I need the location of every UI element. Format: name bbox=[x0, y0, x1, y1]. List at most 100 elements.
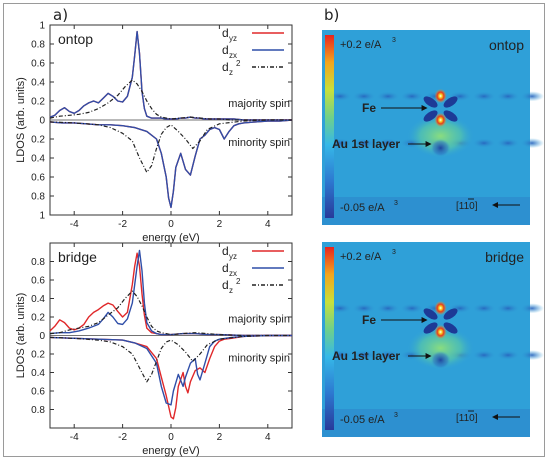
fe-label: Fe bbox=[362, 313, 376, 327]
x-axis-label: energy (eV) bbox=[142, 232, 199, 244]
atom-density-spot bbox=[472, 303, 496, 314]
annotation-minority-spin: minority spin bbox=[228, 353, 290, 365]
colorbar-min-label: -0.05 e/A bbox=[340, 414, 385, 426]
legend-subscript: z bbox=[229, 286, 233, 295]
y-tick-label: 0 bbox=[39, 116, 45, 127]
colorbar-max-exponent: 3 bbox=[392, 37, 396, 44]
legend-label: d bbox=[222, 244, 229, 258]
atom-density-spot bbox=[352, 303, 376, 314]
atom-density-spot bbox=[400, 303, 424, 314]
legend-subscript: z bbox=[229, 68, 233, 77]
colorbar-min-exponent: 3 bbox=[394, 200, 398, 207]
panel-b-label: b) bbox=[324, 6, 340, 24]
au-depletion-spot bbox=[430, 351, 451, 369]
au-density-glow bbox=[406, 326, 475, 370]
legend-subscript: zx bbox=[229, 51, 237, 60]
y-tick-label: 1 bbox=[39, 21, 45, 32]
colorbar bbox=[325, 35, 334, 218]
x-tick-label: 4 bbox=[265, 219, 271, 230]
legend-label: d bbox=[222, 278, 229, 292]
series-dzx bbox=[49, 119, 293, 209]
x-tick-label: 2 bbox=[217, 432, 223, 443]
au-depletion-spot bbox=[430, 139, 451, 157]
ldos-chart-bridge: -4 -2 0 2 4 0.2 0.4 0.6 0.8 0.2 0.4 0.6 0.8 0 energy (… bbox=[15, 242, 293, 457]
series-dzx bbox=[49, 30, 292, 121]
fe-lobe bbox=[443, 322, 458, 334]
direction-label: [110] bbox=[456, 413, 478, 424]
map-title: ontop bbox=[489, 37, 524, 53]
legend-subscript: zx bbox=[229, 269, 237, 278]
y-tick-label: 0.6 bbox=[31, 276, 45, 287]
atom-density-spot bbox=[520, 303, 544, 314]
y-tick-label: 0 bbox=[39, 331, 45, 342]
fe-lobe bbox=[423, 322, 438, 334]
atom-density-spot bbox=[352, 138, 376, 149]
series-dzx bbox=[49, 249, 292, 337]
lower-region-shade bbox=[322, 409, 530, 437]
atom-density-spot bbox=[376, 350, 400, 361]
y-tick-label: 0.4 bbox=[31, 294, 45, 305]
y-tick-label: 0.8 bbox=[31, 192, 45, 203]
fe-hotspot-upper bbox=[434, 301, 447, 315]
series-dz2 bbox=[49, 334, 292, 383]
fe-lobe bbox=[443, 308, 458, 320]
y-tick-label: 0.2 bbox=[31, 313, 45, 324]
y-tick-label: 0.6 bbox=[31, 173, 45, 184]
x-tick-label: -2 bbox=[118, 219, 127, 230]
atom-density-spot bbox=[520, 91, 544, 102]
y-tick-label: 0.6 bbox=[31, 387, 45, 398]
fe-lobe bbox=[423, 110, 438, 122]
x-tick-label: 0 bbox=[168, 432, 174, 443]
fe-lobe bbox=[423, 308, 438, 320]
atom-density-spot bbox=[496, 91, 520, 102]
colorbar-min-exponent: 3 bbox=[394, 412, 398, 419]
x-tick-label: 0 bbox=[168, 219, 174, 230]
y-tick-label: 0.8 bbox=[31, 257, 45, 268]
fe-arrowhead bbox=[421, 105, 428, 111]
y-axis-label: LDOS (arb. units) bbox=[15, 77, 27, 163]
colorbar bbox=[325, 247, 334, 430]
direction-label: [110] bbox=[456, 201, 478, 212]
colorbar-max-exponent: 3 bbox=[392, 249, 396, 256]
annotation-minority-spin: minority spin bbox=[228, 137, 290, 149]
fe-arrowhead bbox=[421, 317, 428, 323]
y-tick-label: 0.2 bbox=[31, 135, 45, 146]
atom-density-spot bbox=[520, 138, 544, 149]
ldos-chart-ontop: -4 -2 0 2 4 0.2 0.4 0.6 0.8 1 0.2 0.4 0.6 0.8 1 0 energy… bbox=[15, 21, 293, 244]
colorbar-min-label: -0.05 e/A bbox=[340, 202, 385, 214]
x-tick-label: -2 bbox=[118, 432, 127, 443]
panel-title: ontop bbox=[58, 31, 93, 47]
x-axis-label: energy (eV) bbox=[142, 445, 199, 457]
atom-density-spot bbox=[376, 303, 400, 314]
legend-label: d bbox=[222, 43, 229, 57]
panel-title: bridge bbox=[58, 249, 97, 265]
au-layer-label: Au 1st layer bbox=[332, 349, 400, 363]
fe-hotspot-lower bbox=[434, 113, 447, 127]
y-tick-label: 0.4 bbox=[31, 78, 45, 89]
x-tick-label: 2 bbox=[217, 219, 223, 230]
atom-density-spot bbox=[376, 91, 400, 102]
atom-density-spot bbox=[520, 350, 544, 361]
atom-density-spot bbox=[472, 91, 496, 102]
legend-superscript: 2 bbox=[236, 59, 241, 68]
series-dzx bbox=[49, 334, 292, 406]
fe-lobe bbox=[443, 110, 458, 122]
annotation-majority-spin: majority spin bbox=[228, 98, 290, 110]
series-dyz bbox=[49, 334, 292, 420]
y-tick-label: 0.2 bbox=[31, 350, 45, 361]
legend-subscript: yz bbox=[229, 252, 237, 261]
charge-density-map-bridge: +0.2 e/A 3 -0.05 e/A 3 bridge Fe Au 1st layer [… bbox=[322, 242, 544, 437]
atom-density-spot bbox=[400, 91, 424, 102]
fe-hotspot-lower bbox=[434, 325, 447, 339]
series-dz2 bbox=[49, 79, 292, 121]
legend-label: d bbox=[222, 26, 229, 40]
colorbar-max-label: +0.2 e/A bbox=[340, 39, 382, 51]
atom-density-spot bbox=[472, 138, 496, 149]
legend-subscript: yz bbox=[229, 34, 237, 43]
atom-density-spot bbox=[472, 350, 496, 361]
atom-density-spot bbox=[496, 350, 520, 361]
annotation-majority-spin: majority spin bbox=[228, 314, 290, 326]
y-tick-label: 0.8 bbox=[31, 405, 45, 416]
atom-density-spot bbox=[496, 138, 520, 149]
